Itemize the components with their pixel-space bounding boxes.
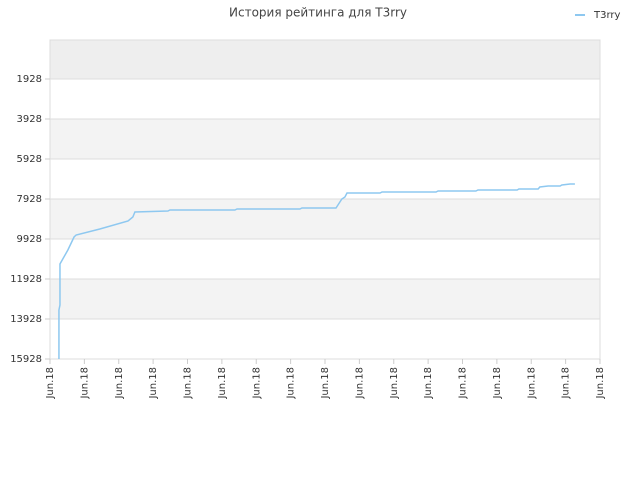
- chart-title: История рейтинга для T3rry: [229, 6, 407, 20]
- y-tick-label: 1928: [17, 74, 42, 85]
- x-tick-label: Jun.18: [217, 367, 228, 400]
- y-tick-label: 13928: [10, 314, 42, 325]
- x-tick-label: Jun.18: [79, 367, 90, 400]
- x-tick-label: Jun.18: [114, 367, 125, 400]
- y-tick-label: 7928: [17, 194, 42, 205]
- y-tick-label: 11928: [10, 274, 42, 285]
- x-tick-label: Jun.18: [595, 367, 606, 400]
- y-tick-label: 9928: [17, 234, 42, 245]
- x-tick-label: Jun.18: [148, 367, 159, 400]
- legend-label: T3rry: [593, 10, 621, 21]
- x-tick-label: Jun.18: [320, 367, 331, 400]
- line: [58, 183, 575, 359]
- grid-band: [50, 119, 600, 159]
- x-tick-label: Jun.18: [354, 367, 365, 400]
- x-tick-label: Jun.18: [423, 367, 434, 400]
- x-tick-label: Jun.18: [389, 367, 400, 400]
- x-tick-label: Jun.18: [526, 367, 537, 400]
- grid-band: [50, 40, 600, 79]
- grid-band: [50, 199, 600, 239]
- x-tick-label: Jun.18: [458, 367, 469, 400]
- x-tick-label: Jun.18: [286, 367, 297, 400]
- y-tick-label: 3928: [17, 114, 42, 125]
- x-tick-label: Jun.18: [251, 367, 262, 400]
- x-tick-label: Jun.18: [561, 367, 572, 400]
- x-tick-label: Jun.18: [183, 367, 194, 400]
- x-tick-label: Jun.18: [45, 367, 56, 400]
- x-tick-label: Jun.18: [492, 367, 503, 400]
- grid-band: [50, 279, 600, 319]
- y-tick-label: 5928: [17, 154, 42, 165]
- y-tick-label: 15928: [10, 354, 42, 365]
